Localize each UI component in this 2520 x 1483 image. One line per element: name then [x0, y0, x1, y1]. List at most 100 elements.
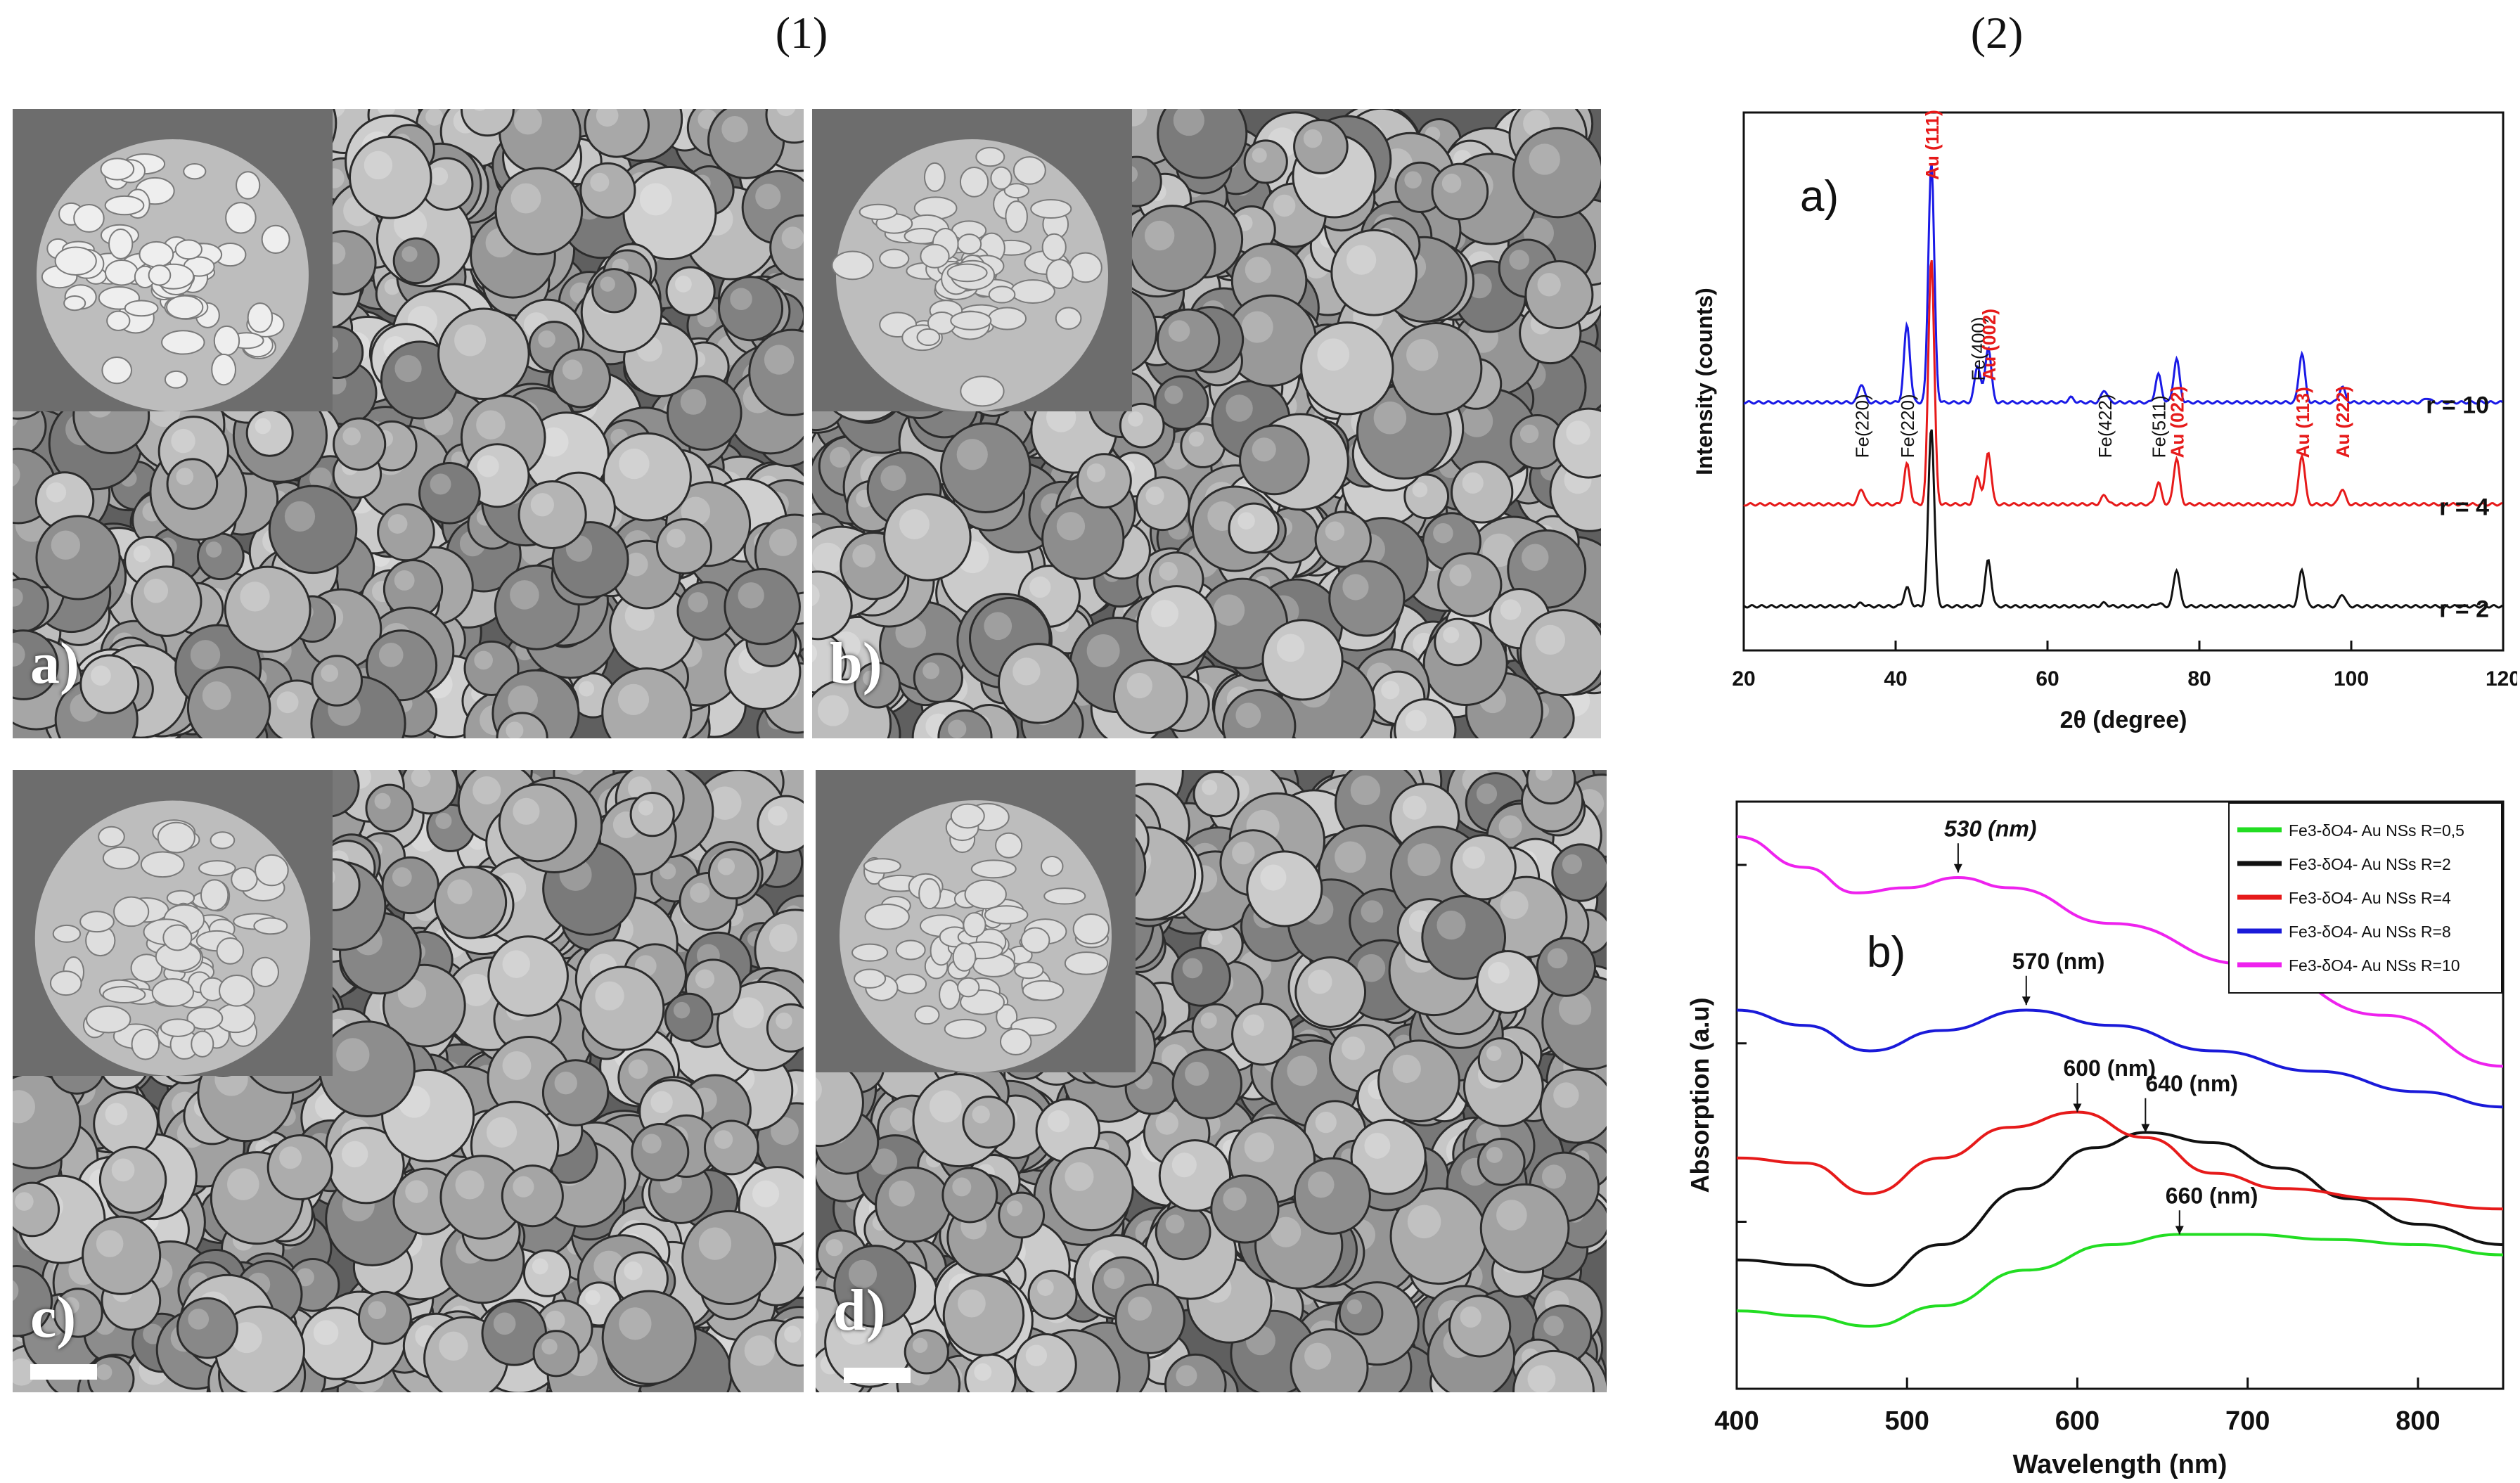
sem-particle	[1129, 205, 1216, 293]
sem-particle	[1155, 1204, 1211, 1261]
sem-highlight	[1308, 969, 1332, 994]
sem-highlight	[1433, 522, 1453, 544]
sem-highlight	[143, 579, 169, 603]
xrd-peak-annotation: Fe(511)	[2149, 395, 2170, 458]
sem-inset-grain	[198, 860, 236, 877]
uv-series-line	[1736, 835, 2504, 1068]
sem-highlight	[368, 1301, 387, 1320]
sem-particle	[349, 135, 432, 219]
sem-highlight	[673, 1001, 690, 1019]
sem-highlight	[1276, 634, 1305, 662]
sem-particle	[381, 856, 439, 915]
sem-highlight	[1460, 1306, 1481, 1328]
xrd-plot-frame	[1742, 111, 2505, 652]
sem-highlight	[384, 278, 401, 295]
sem-inset-grain	[157, 821, 195, 854]
sem-highlight	[341, 1141, 368, 1168]
sem-highlight	[1145, 486, 1164, 506]
sem-particle	[1222, 688, 1297, 738]
sem-highlight	[1200, 1012, 1217, 1029]
sem-inset-grain	[920, 243, 950, 269]
sem-particle	[656, 518, 712, 574]
sem-inset-grain	[174, 239, 202, 260]
sem-highlight	[1241, 311, 1273, 343]
sem-particle	[1437, 552, 1503, 617]
sem-highlight	[767, 806, 788, 826]
sem-highlight	[680, 389, 707, 415]
sem-highlight	[309, 467, 333, 490]
sem-inset-grain	[831, 250, 874, 281]
sem-highlight	[972, 1105, 990, 1124]
sem-highlight	[600, 276, 615, 292]
sem-particle	[532, 1330, 580, 1378]
sem-highlight	[1496, 1200, 1527, 1231]
sem-highlight	[91, 665, 111, 686]
sem-highlight	[717, 858, 735, 875]
sem-highlight	[502, 1051, 532, 1080]
sem-particle	[1027, 1269, 1078, 1320]
sem-highlight	[255, 418, 271, 435]
sem-highlight	[562, 359, 583, 380]
sem-highlight	[1176, 1365, 1197, 1387]
sem-highlight	[1449, 564, 1472, 586]
sem-particle	[1112, 659, 1188, 734]
sem-highlight	[674, 275, 692, 293]
sem-inset-grain	[210, 831, 236, 849]
sem-highlight	[1165, 1214, 1185, 1234]
sem-highlight	[695, 969, 715, 989]
uv-x-tick-label: 600	[2055, 1406, 2100, 1436]
sem-highlight	[1151, 600, 1179, 628]
sem-highlight	[1407, 1205, 1441, 1239]
sem-particle	[434, 866, 508, 939]
sem-particle	[584, 109, 650, 158]
uv-peak-annotation: 530 (nm)	[1944, 816, 2037, 841]
sem-inset-grain	[253, 917, 288, 935]
sem-highlight	[401, 246, 418, 262]
sem-inset-grain	[1010, 279, 1055, 304]
sem-highlight	[13, 463, 20, 487]
sem-particle	[1293, 119, 1349, 174]
sem-highlight	[1086, 463, 1106, 482]
sem-highlight	[566, 770, 584, 775]
sem-highlight	[439, 1331, 468, 1361]
sem-highlight	[1562, 854, 1582, 875]
sem-inset-grain	[213, 325, 240, 357]
sem-image-c: c)	[13, 770, 804, 1392]
sem-particle	[541, 1059, 610, 1126]
sem-particle	[664, 992, 714, 1042]
sem-particle	[13, 1181, 60, 1238]
sem-inset-grain	[864, 904, 910, 930]
sem-highlight	[1029, 576, 1051, 598]
sem-highlight	[596, 109, 619, 127]
xrd-x-tick-label: 80	[2187, 667, 2211, 691]
sem-highlight	[880, 465, 906, 492]
sem-inset-grain	[1068, 252, 1102, 283]
sem-inset-grain	[261, 224, 290, 255]
sem-highlight	[624, 1261, 643, 1280]
xrd-peak-annotation: Au (002)	[1979, 309, 2000, 381]
sem-highlight	[502, 950, 530, 978]
sem-highlight	[1056, 512, 1086, 541]
sem-particle	[1210, 1174, 1280, 1244]
sem-highlight	[1012, 657, 1041, 686]
uv-legend-label: Fe3-δO4- Au NSs R=2	[2289, 855, 2451, 873]
sem-inset-grain	[984, 905, 1029, 925]
sem-inset-grain	[1014, 961, 1044, 980]
sem-highlight	[1213, 594, 1245, 626]
sem-inset-grain	[952, 942, 977, 972]
sem-particle	[1076, 453, 1132, 509]
uv-plot-frame	[1735, 800, 2505, 1390]
sem-particle	[1451, 461, 1514, 524]
sem-highlight	[513, 1176, 534, 1198]
sem-highlight	[784, 1325, 802, 1343]
sem-highlight	[1303, 129, 1323, 148]
sem-highlight	[899, 509, 930, 540]
sem-highlight	[590, 172, 610, 192]
uv-legend-label: Fe3-δO4- Au NSs R=4	[2289, 889, 2451, 907]
uv-peak-annotation: 600 (nm)	[2063, 1055, 2156, 1081]
sem-particle	[1293, 1157, 1371, 1235]
xrd-peak-annotation: Fe(220)	[1851, 394, 1872, 458]
sem-highlight	[638, 800, 654, 816]
sem-highlight	[1188, 431, 1204, 447]
sem-particle	[1330, 229, 1418, 316]
